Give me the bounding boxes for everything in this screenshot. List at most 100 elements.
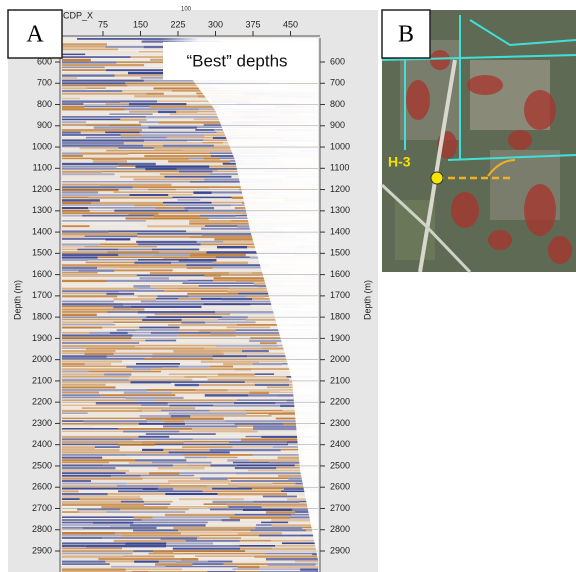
trace-band xyxy=(300,568,318,571)
trace-band xyxy=(188,256,216,259)
trace-band xyxy=(62,443,119,446)
trace-band xyxy=(235,279,273,282)
y-tick-label: 600 xyxy=(330,56,345,66)
trace-band xyxy=(126,365,162,368)
trace-band xyxy=(176,110,198,113)
trace-band xyxy=(207,376,287,378)
trace-band xyxy=(207,560,233,563)
trace-band xyxy=(90,480,169,482)
trace-band xyxy=(240,430,258,433)
trace-band xyxy=(234,368,252,371)
trace-band xyxy=(187,279,214,282)
trace-band xyxy=(210,464,237,467)
trace-band xyxy=(215,256,250,259)
trace-band xyxy=(246,412,269,415)
trace-band xyxy=(123,391,173,394)
trace-band xyxy=(268,412,318,415)
trace-band xyxy=(208,217,282,219)
trace-band xyxy=(89,225,148,228)
trace-band xyxy=(226,326,271,329)
y-tick-label: 2800 xyxy=(32,524,52,534)
trace-band xyxy=(115,467,158,469)
trace-band xyxy=(102,537,161,539)
trace-band xyxy=(112,313,155,316)
trace-band xyxy=(113,305,131,309)
trace-band xyxy=(62,45,106,48)
trace-band xyxy=(173,526,256,530)
trace-band xyxy=(247,355,299,358)
trace-band xyxy=(62,532,115,535)
trace-band xyxy=(264,552,313,555)
trace-band xyxy=(62,269,79,272)
trace-band xyxy=(295,511,311,513)
trace-band xyxy=(62,238,106,240)
trace-band xyxy=(256,524,272,526)
trace-band xyxy=(149,472,180,475)
trace-band xyxy=(62,97,80,100)
trace-band xyxy=(62,493,108,496)
trace-band xyxy=(62,503,145,506)
y-tick-label: 2300 xyxy=(32,418,52,428)
trace-band xyxy=(85,136,167,139)
trace-band xyxy=(111,363,136,365)
trace-band xyxy=(226,503,263,506)
trace-band xyxy=(212,355,248,358)
y-tick-label: 1700 xyxy=(32,290,52,300)
trace-band xyxy=(105,131,140,134)
y-tick-label: 2100 xyxy=(32,375,52,385)
trace-band xyxy=(229,313,275,316)
trace-band xyxy=(227,459,250,462)
trace-band xyxy=(79,511,107,514)
trace-band xyxy=(62,217,126,220)
trace-band xyxy=(230,480,309,482)
trace-band xyxy=(237,532,283,535)
trace-band xyxy=(62,334,133,337)
trace-band xyxy=(126,482,171,485)
trace-band xyxy=(62,524,111,526)
trace-band xyxy=(62,103,84,105)
trace-band xyxy=(121,547,173,550)
trace-band xyxy=(236,464,295,467)
trace-band xyxy=(223,363,253,366)
trace-band xyxy=(213,357,295,361)
trace-band xyxy=(168,451,230,454)
trace-band xyxy=(62,542,126,545)
trace-band xyxy=(135,399,155,402)
trace-band xyxy=(129,524,206,527)
trace-band xyxy=(88,370,162,373)
trace-band xyxy=(105,87,154,90)
trace-band xyxy=(142,318,182,321)
trace-band xyxy=(200,243,279,246)
trace-band xyxy=(107,493,166,496)
trace-band xyxy=(62,357,145,360)
trace-band xyxy=(163,256,189,259)
trace-band xyxy=(222,162,245,165)
trace-band xyxy=(123,430,180,433)
trace-band xyxy=(250,529,307,532)
trace-band xyxy=(62,506,102,508)
trace-band xyxy=(141,129,196,132)
trace-band xyxy=(62,274,137,277)
trace-band xyxy=(190,415,272,417)
trace-band xyxy=(94,220,146,222)
trace-band xyxy=(62,295,118,298)
trace-band xyxy=(141,404,170,407)
trace-band xyxy=(133,521,208,524)
trace-band xyxy=(128,71,174,75)
trace-band xyxy=(250,337,295,339)
trace-band xyxy=(229,516,290,519)
trace-band xyxy=(249,339,311,343)
trace-band xyxy=(172,308,242,311)
trace-band xyxy=(162,144,214,147)
trace-band xyxy=(210,443,289,446)
trace-band xyxy=(162,201,212,204)
y-tick-label: 1100 xyxy=(330,163,349,173)
trace-band xyxy=(254,555,318,558)
trace-band xyxy=(143,144,163,147)
trace-band xyxy=(123,555,175,558)
trace-band xyxy=(232,560,295,563)
trace-band xyxy=(93,425,164,427)
trace-band xyxy=(221,519,241,522)
trace-band xyxy=(62,48,119,51)
trace-band xyxy=(87,412,169,415)
